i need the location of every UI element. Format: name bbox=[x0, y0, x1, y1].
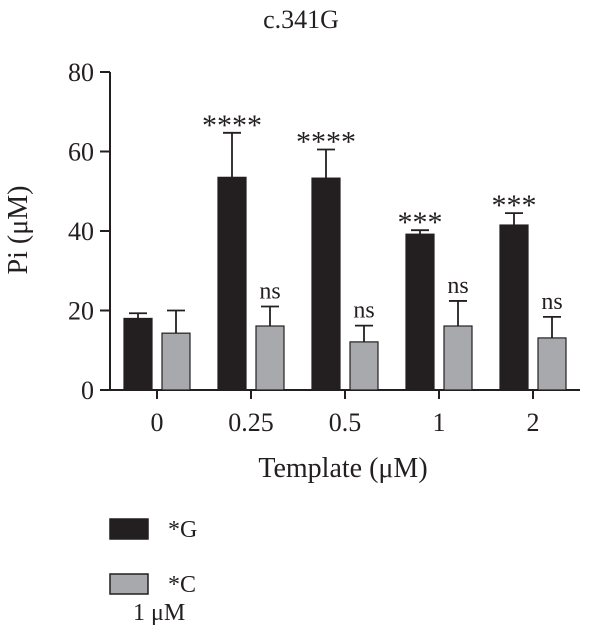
x-tick-label: 0.25 bbox=[228, 408, 274, 437]
y-axis-label: Pi (μM) bbox=[3, 186, 34, 275]
y-tick-label: 40 bbox=[68, 217, 94, 246]
bar-g bbox=[499, 224, 529, 391]
x-tick-label: 1 bbox=[433, 408, 446, 437]
significance-label: *** bbox=[398, 206, 443, 239]
y-tick-label: 80 bbox=[68, 58, 94, 87]
legend: *G *C1 μM bbox=[109, 517, 197, 626]
significance-label: **** bbox=[296, 126, 356, 159]
bar-c bbox=[349, 341, 379, 391]
legend-swatch bbox=[109, 518, 149, 540]
legend-swatch bbox=[109, 573, 149, 595]
bar-g bbox=[217, 176, 247, 391]
significance-label: *** bbox=[492, 189, 537, 222]
x-axis-label: Template (μM) bbox=[258, 453, 427, 484]
plot-area: 0 20 40 60 80 0 0.25 **** ns 0.5 **** ns 1 *** ns 2 *** n… bbox=[68, 58, 580, 437]
bar-g bbox=[123, 317, 153, 391]
bar-c bbox=[443, 325, 473, 391]
x-tick-label: 0 bbox=[151, 408, 164, 437]
bar-c bbox=[255, 325, 285, 391]
bar-g bbox=[311, 177, 341, 391]
y-tick-label: 0 bbox=[81, 376, 94, 405]
legend-label: *G bbox=[168, 517, 197, 543]
significance-label: ns bbox=[447, 273, 468, 299]
significance-label: ns bbox=[353, 298, 374, 324]
significance-label: **** bbox=[202, 109, 262, 142]
y-tick-label: 20 bbox=[68, 297, 94, 326]
legend-label: *C bbox=[168, 572, 196, 598]
chart-title: c.341G bbox=[263, 5, 339, 34]
significance-label: ns bbox=[541, 289, 562, 315]
y-tick-label: 60 bbox=[68, 138, 94, 167]
x-tick-label: 0.5 bbox=[329, 408, 362, 437]
x-tick-label: 2 bbox=[527, 408, 540, 437]
legend-note: 1 μM bbox=[133, 600, 185, 626]
bar-c bbox=[161, 332, 191, 391]
bar-g bbox=[405, 233, 435, 391]
significance-label: ns bbox=[259, 279, 280, 305]
bar-c bbox=[537, 337, 567, 391]
